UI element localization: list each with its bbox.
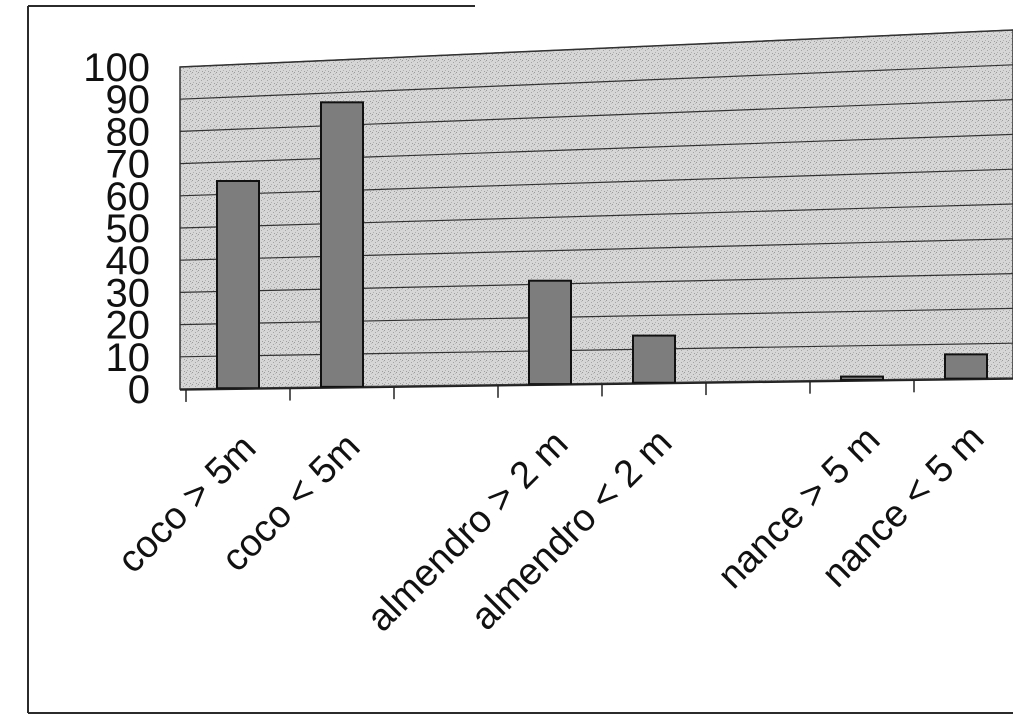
bar xyxy=(216,179,260,390)
y-tick-label: 80 xyxy=(106,110,151,154)
gridline xyxy=(179,133,1013,165)
gridline xyxy=(179,168,1013,197)
bar xyxy=(320,101,364,388)
plot-background xyxy=(179,29,1013,390)
bar xyxy=(840,375,884,381)
x-axis-line xyxy=(179,378,1013,391)
bar xyxy=(944,353,988,380)
bar xyxy=(632,334,676,384)
gridline xyxy=(179,273,1013,293)
y-tick-label: 40 xyxy=(106,239,151,283)
y-tick-label: 30 xyxy=(106,271,151,315)
y-tick-label: 100 xyxy=(83,46,150,90)
gridline xyxy=(179,203,1013,229)
gridline xyxy=(179,64,1013,100)
y-tick-label: 90 xyxy=(106,78,151,122)
gridline xyxy=(179,238,1013,261)
y-tick-label: 20 xyxy=(106,304,151,348)
y-tick-label: 50 xyxy=(106,207,151,251)
gridline xyxy=(179,307,1013,326)
gridline xyxy=(179,342,1013,358)
y-tick-label: 70 xyxy=(106,143,151,187)
gridlines xyxy=(179,29,1013,358)
y-tick-label: 60 xyxy=(106,175,151,219)
y-tick-label: 0 xyxy=(128,368,150,412)
y-tick-label: 10 xyxy=(106,336,151,380)
gridline xyxy=(179,29,1013,68)
bars xyxy=(216,101,988,390)
bar xyxy=(528,279,572,386)
gridline xyxy=(179,99,1013,132)
x-axis xyxy=(179,378,1013,391)
